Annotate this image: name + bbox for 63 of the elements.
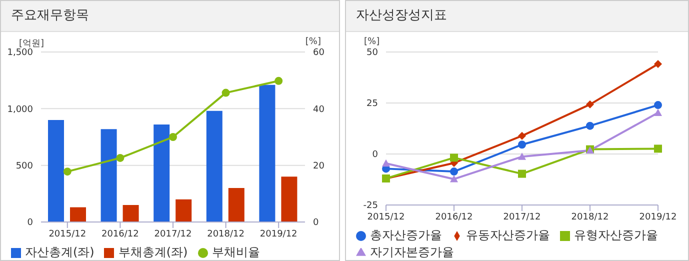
y-axis-title: [억원] <box>19 38 44 49</box>
point <box>450 168 458 176</box>
point <box>518 170 526 178</box>
x-tick-label: 2019/12 <box>260 229 298 240</box>
legend-label: 부채비율 <box>212 245 260 259</box>
point <box>274 76 283 85</box>
point <box>654 60 662 68</box>
x-tick-label: 2016/12 <box>435 212 473 222</box>
bar <box>154 124 170 222</box>
point <box>586 100 594 108</box>
y-tick-label: 500 <box>16 162 34 172</box>
x-tick-label: 2017/12 <box>154 229 192 240</box>
bar <box>259 84 276 222</box>
y-tick-label: -25 <box>363 201 378 212</box>
x-tick-label: 2019/12 <box>639 212 677 222</box>
point <box>654 101 662 110</box>
point <box>222 88 230 97</box>
point <box>169 133 177 141</box>
legend-label: 자산총계(좌) <box>25 245 94 259</box>
bar <box>281 176 298 222</box>
y-tick-label: 0 <box>372 150 378 160</box>
y-tick-label: 0 <box>27 218 34 228</box>
y-tick-label: 1,000 <box>7 104 34 115</box>
x-tick-label: 2017/12 <box>503 212 541 222</box>
legend-label: 부채총계(좌) <box>118 245 188 259</box>
point <box>116 154 124 162</box>
point <box>518 132 526 140</box>
legend-label: 유형자산증가율 <box>574 228 658 242</box>
bar <box>206 110 222 222</box>
x-tick-label: 2015/12 <box>367 212 405 222</box>
point <box>518 152 526 160</box>
point <box>586 122 594 130</box>
legend-label: 자기자본증가율 <box>370 245 454 259</box>
x-tick-label: 2015/12 <box>48 229 86 240</box>
point <box>518 140 526 149</box>
y-tick-label: 25 <box>366 99 378 110</box>
y2-tick-label: 20 <box>313 162 325 172</box>
point <box>654 108 662 116</box>
y2-tick-label: 0 <box>313 218 319 228</box>
bar <box>228 188 244 222</box>
x-tick-label: 2018/12 <box>571 212 609 222</box>
x-tick-label: 2018/12 <box>207 229 244 240</box>
bar <box>176 199 192 222</box>
chart-title: 주요재무항목 <box>1 1 339 32</box>
y-tick-label: 1,500 <box>7 48 34 58</box>
point <box>450 154 458 162</box>
chart-title: 자산성장성지표 <box>346 1 688 32</box>
legend-label: 유동자산증가율 <box>466 228 550 242</box>
y2-tick-label: 60 <box>313 48 325 58</box>
y-tick-label: 50 <box>366 48 378 58</box>
y-axis-title: [%] <box>364 37 380 47</box>
legend-label: 총자산증가율 <box>370 228 442 242</box>
point <box>450 175 458 182</box>
bar <box>100 129 117 222</box>
x-tick-label: 2016/12 <box>102 229 139 240</box>
point <box>382 159 390 167</box>
y2-axis-title: [%] <box>305 37 321 47</box>
bar <box>48 120 64 222</box>
point <box>63 168 72 176</box>
y2-tick-label: 40 <box>313 104 325 115</box>
bar <box>122 205 139 222</box>
bar <box>70 207 86 222</box>
point <box>654 144 662 153</box>
